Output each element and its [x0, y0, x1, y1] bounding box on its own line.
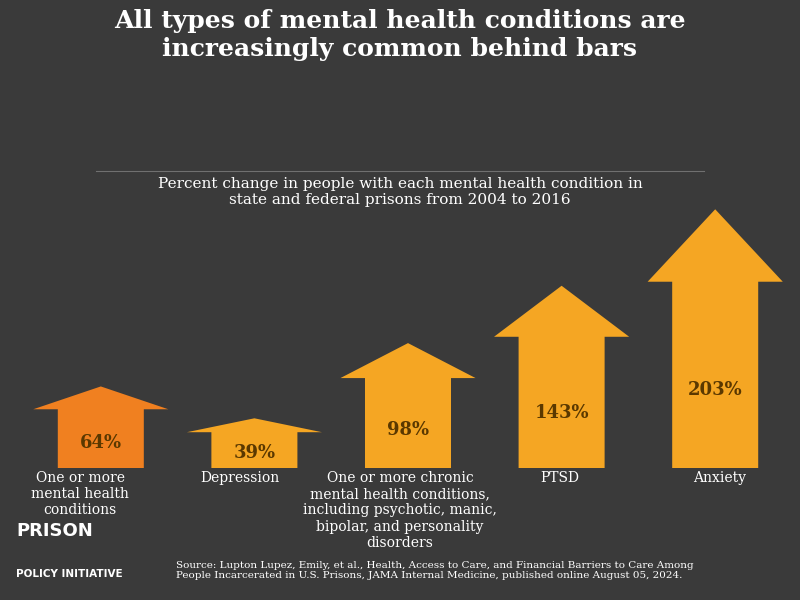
Text: 143%: 143%	[534, 404, 589, 422]
Text: PTSD: PTSD	[541, 471, 579, 485]
Polygon shape	[494, 286, 629, 468]
Text: One or more chronic
mental health conditions,
including psychotic, manic,
bipola: One or more chronic mental health condit…	[303, 471, 497, 550]
Text: PRISON: PRISON	[16, 522, 93, 540]
Polygon shape	[341, 343, 475, 468]
Text: 64%: 64%	[80, 434, 122, 452]
Text: One or more
mental health
conditions: One or more mental health conditions	[31, 471, 129, 517]
Polygon shape	[187, 418, 322, 468]
Text: Anxiety: Anxiety	[694, 471, 746, 485]
Text: 39%: 39%	[234, 444, 275, 462]
Text: Source: Lupton Lupez, Emily, et al., Health, Access to Care, and Financial Barri: Source: Lupton Lupez, Emily, et al., Hea…	[176, 561, 694, 580]
Text: POLICY INITIATIVE: POLICY INITIATIVE	[16, 569, 122, 579]
Text: Percent change in people with each mental health condition in
state and federal : Percent change in people with each menta…	[158, 177, 642, 207]
Polygon shape	[34, 386, 168, 468]
Text: 98%: 98%	[387, 421, 429, 439]
Text: 203%: 203%	[688, 381, 742, 399]
Polygon shape	[648, 209, 782, 468]
Text: Depression: Depression	[200, 471, 280, 485]
Text: All types of mental health conditions are
increasingly common behind bars: All types of mental health conditions ar…	[114, 9, 686, 61]
